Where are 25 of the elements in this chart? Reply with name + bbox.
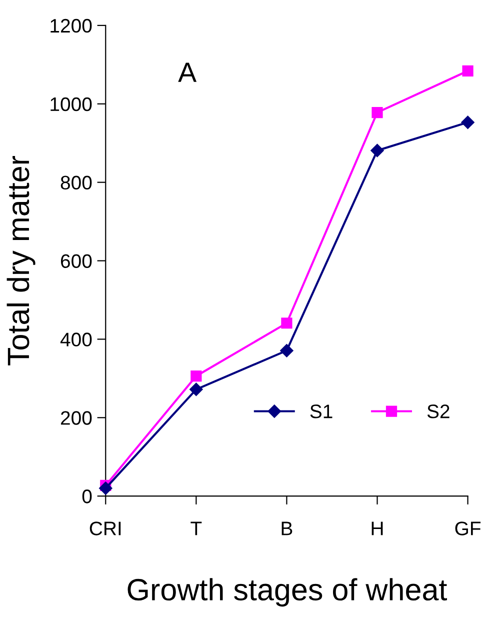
legend-label: S2	[427, 404, 450, 418]
point	[280, 344, 294, 358]
x-tick-label: CRI	[90, 522, 121, 536]
y-tick-label: 800	[60, 176, 92, 190]
x-tick-label: H	[372, 522, 383, 536]
point	[370, 144, 384, 158]
x-tick-label: T	[190, 522, 202, 536]
x-tick-label: GF	[455, 522, 481, 536]
legend-label: S1	[310, 404, 332, 418]
y-tick-label: 0	[82, 490, 92, 504]
point	[461, 116, 474, 129]
point	[281, 318, 292, 329]
y-tick-label: 200	[60, 411, 92, 425]
point	[462, 65, 474, 76]
y-tick-label: 400	[60, 332, 92, 346]
x-tick-label: B	[282, 522, 292, 536]
annotation: A	[178, 62, 197, 82]
y-tick-label: 600	[60, 254, 92, 268]
x-axis-title: Growth stages of wheat	[128, 578, 447, 607]
point	[190, 382, 203, 396]
y-axis-title: Total dry matter	[6, 156, 36, 366]
y-tick-label: 1200	[50, 18, 92, 33]
y-tick-label: 1000	[50, 97, 92, 112]
point	[190, 370, 202, 382]
point	[372, 106, 383, 118]
